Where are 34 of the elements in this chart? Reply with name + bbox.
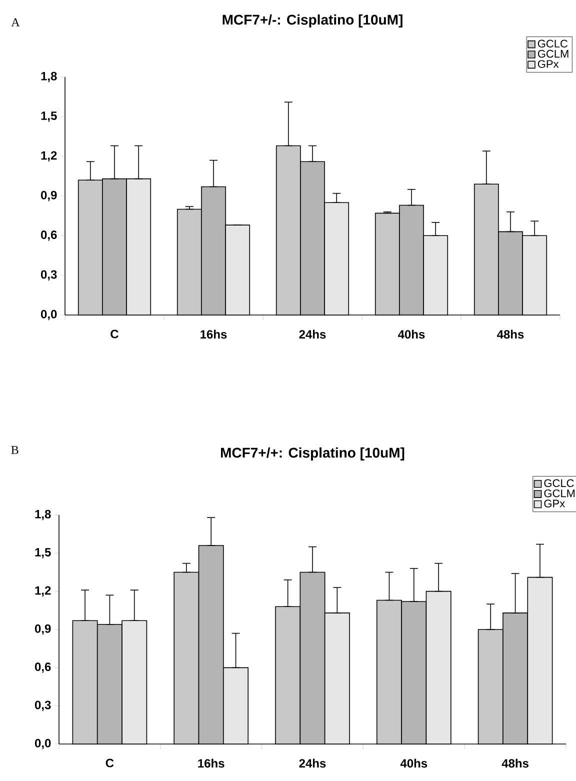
x-tick-label: 16hs [200, 330, 227, 339]
y-tick-label: 0,9 [40, 190, 57, 202]
y-tick-label: 1,5 [35, 548, 51, 558]
x-tick-label: C [106, 758, 114, 768]
y-tick-label: 0,0 [40, 310, 57, 320]
legend-label: GPx [544, 500, 565, 508]
chart-title: MCF7+/+: Cisplatino [10uM] [221, 447, 404, 460]
text: B [11, 446, 18, 454]
legend-label: GCLC [538, 40, 568, 48]
y-tick-label: 1,2 [35, 586, 51, 596]
y-tick-label: 0,0 [34, 738, 51, 750]
y-tick-label: 0,6 [40, 230, 57, 241]
y-tick-label: 0,3 [34, 700, 51, 711]
x-tick-label: C [110, 330, 119, 338]
x-tick-label: 48hs [502, 758, 528, 768]
chart-title: MCF7+/-: Cisplatino [10uM] [222, 14, 402, 28]
legend-label: GPx [538, 60, 559, 68]
x-tick-label: 24hs [299, 330, 326, 339]
y-tick-label: 1,8 [41, 72, 57, 82]
x-tick-label: 40hs [398, 330, 425, 339]
y-tick-label: 1,5 [41, 112, 57, 122]
y-tick-label: 0,9 [34, 624, 51, 635]
x-tick-label: 24hs [299, 758, 326, 768]
legend-label: GCLM [538, 50, 568, 58]
y-tick-label: 1,2 [41, 151, 57, 162]
x-tick-label: 40hs [400, 758, 428, 768]
legend-label: GCLC [544, 479, 574, 488]
text: A [11, 18, 20, 26]
y-tick-label: 0,3 [40, 270, 57, 280]
x-tick-label: 48hs [497, 330, 524, 339]
legend-label: GCLM [544, 489, 575, 498]
y-tick-label: 0,6 [34, 662, 51, 673]
x-tick-label: 16hs [198, 758, 224, 768]
y-tick-label: 1,8 [35, 510, 51, 520]
